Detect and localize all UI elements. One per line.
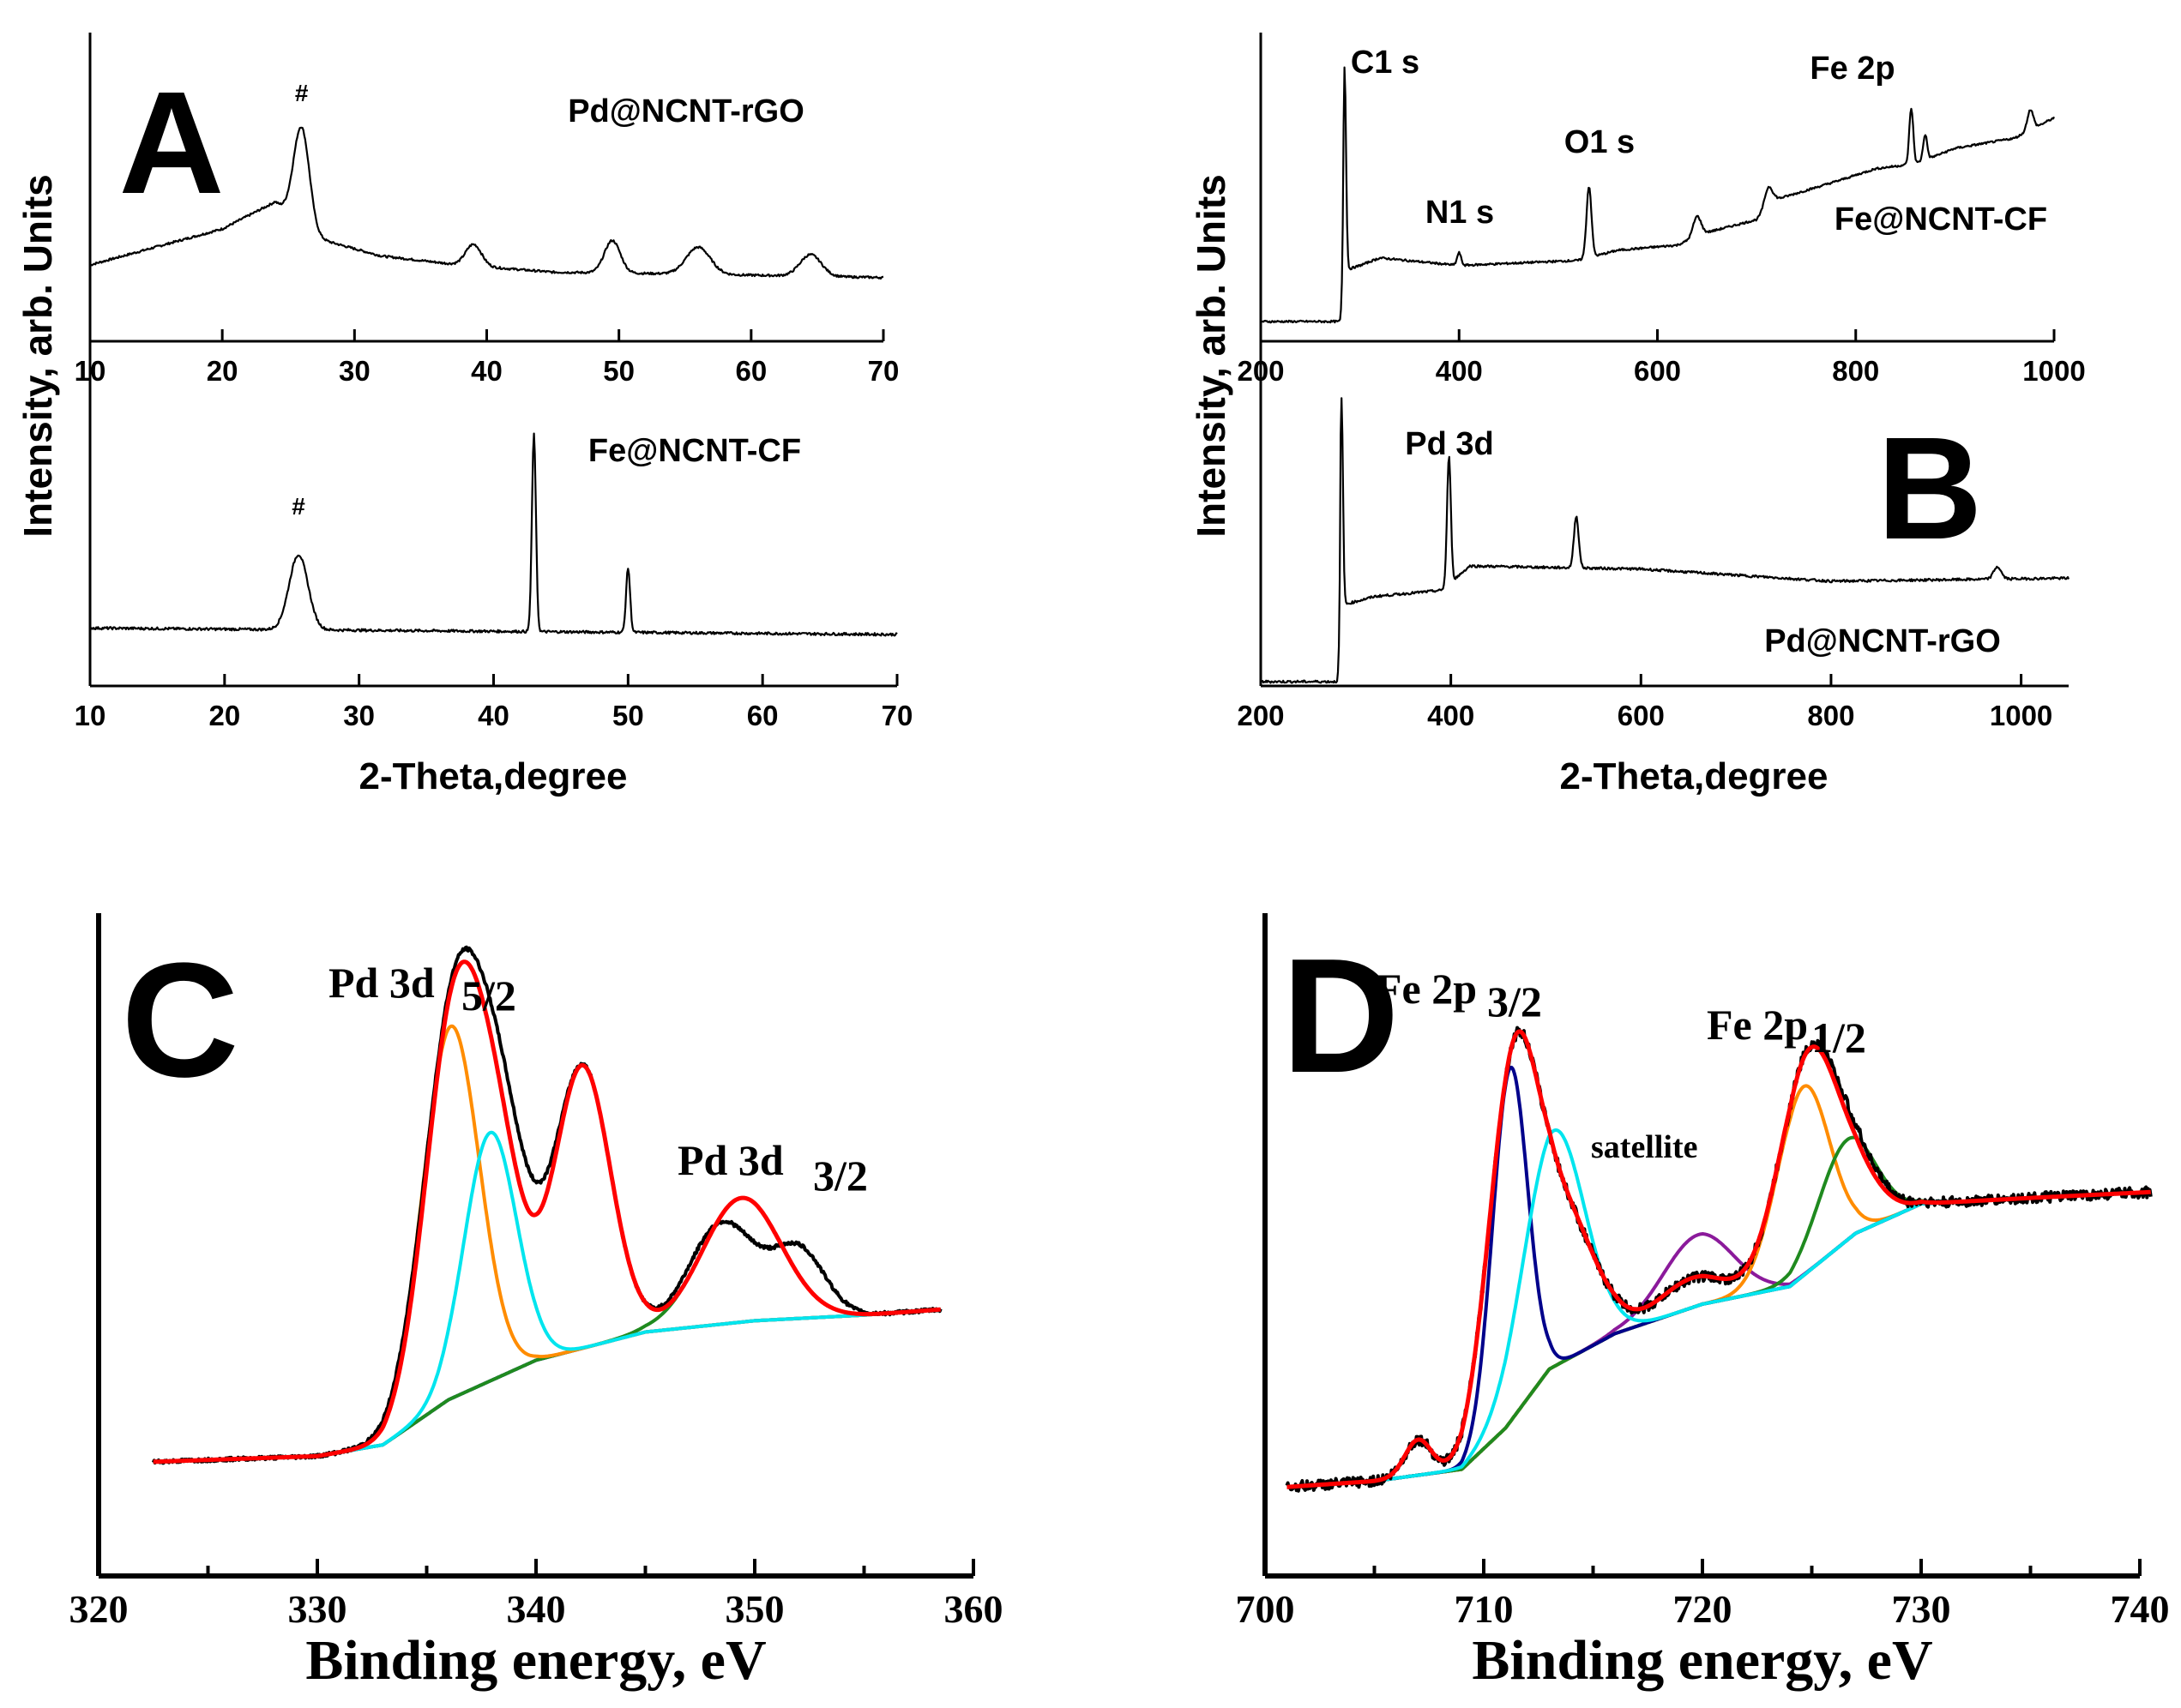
series-label: Fe@NCNT-CF — [1835, 201, 2047, 238]
x-tick-label: 600 — [1618, 700, 1665, 731]
series-line-fit-envelope — [1286, 1029, 2153, 1489]
panel-letter: D — [1281, 925, 1399, 1107]
peak-label-subscript: 3/2 — [813, 1152, 868, 1200]
panel-letter: C — [121, 929, 238, 1111]
peak-label-subscript: 3/2 — [1487, 977, 1542, 1025]
peak-label: C1 s — [1351, 45, 1419, 81]
x-tick-label: 330 — [288, 1587, 347, 1631]
peak-label: Pd 3d — [1405, 426, 1493, 462]
x-axis-label: 2-Theta,degree — [1560, 755, 1829, 797]
series-label: Pd@NCNT-rGO — [1764, 623, 2001, 659]
panel-letter: A — [119, 62, 225, 225]
x-tick-label: 40 — [471, 355, 503, 387]
x-tick-label: 30 — [339, 355, 371, 387]
x-tick-label: 200 — [1237, 700, 1284, 731]
x-tick-label: 200 — [1237, 355, 1284, 387]
x-tick-label: 360 — [944, 1587, 1003, 1631]
peak-marker: # — [292, 493, 305, 520]
y-axis-label: Intensity, arb. Units — [15, 174, 60, 537]
peak-label: O1 s — [1564, 124, 1635, 160]
x-tick-label: 10 — [75, 700, 106, 731]
panel-b: Intensity, arb. Units B 200 400 600 800 1000 Fe… — [1189, 33, 2086, 797]
x-tick-label: 60 — [735, 355, 767, 387]
x-tick-label: 800 — [1832, 355, 1879, 387]
x-tick-label: 340 — [507, 1587, 566, 1631]
series-line-fe-ncnt-cf — [1260, 66, 2055, 324]
x-tick-label: 1000 — [1990, 700, 2052, 731]
series-line-pd-ncnt-rgo — [1260, 397, 2070, 684]
x-tick-label: 1000 — [2022, 355, 2085, 387]
peak-label: N1 s — [1425, 195, 1494, 231]
x-tick-label: 20 — [208, 700, 240, 731]
series-line-fit-envelope — [152, 959, 943, 1464]
x-axis-label: Binding energy, eV — [305, 1629, 766, 1692]
peak-label: Pd 3d — [328, 959, 435, 1007]
x-tick-label: 800 — [1807, 700, 1854, 731]
x-axis-label: Binding energy, eV — [1472, 1629, 1932, 1692]
x-tick-label: 320 — [69, 1587, 129, 1631]
x-tick-label: 40 — [478, 700, 509, 731]
peak-label: Pd 3d — [678, 1136, 784, 1184]
series-label: Fe@NCNT-CF — [588, 433, 801, 469]
peak-label-subscript: 5/2 — [461, 971, 516, 1019]
x-tick-label: 50 — [612, 700, 644, 731]
series-label: Pd@NCNT-rGO — [568, 93, 804, 129]
x-tick-label: 710 — [1455, 1587, 1514, 1631]
panel-letter: B — [1877, 407, 1983, 570]
x-tick-label: 70 — [868, 355, 900, 387]
x-tick-label: 400 — [1436, 355, 1483, 387]
panel-a: Intensity, arb. Units A 10 20 30 40 50 60 70 Pd@N… — [15, 33, 913, 797]
y-axis-label: Intensity, arb. Units — [1189, 174, 1233, 537]
x-tick-label: 400 — [1427, 700, 1474, 731]
x-tick-label: 50 — [603, 355, 635, 387]
x-tick-label: 600 — [1634, 355, 1681, 387]
x-tick-label: 60 — [747, 700, 779, 731]
peak-label: Fe 2p — [1376, 965, 1477, 1013]
x-tick-label: 700 — [1236, 1587, 1295, 1631]
x-axis-label: 2-Theta,degree — [359, 755, 628, 797]
peak-label: Fe 2p — [1810, 51, 1895, 87]
x-tick-label: 30 — [343, 700, 375, 731]
x-tick-label: 350 — [726, 1587, 785, 1631]
x-tick-label: 720 — [1673, 1587, 1732, 1631]
peak-label: Fe 2p — [1707, 1001, 1808, 1049]
series-line-fe-ncnt-cf — [88, 432, 898, 637]
x-tick-label: 740 — [2111, 1587, 2170, 1631]
x-tick-label: 20 — [207, 355, 238, 387]
series-line-pd-ncnt-rgo — [89, 126, 884, 280]
panel-c: 320 330 340 350 360 Binding energy, eV C Pd 3d 5… — [69, 913, 1003, 1692]
peak-label-subscript: 1/2 — [1811, 1013, 1866, 1061]
x-tick-label: 730 — [1892, 1587, 1951, 1631]
peak-marker: # — [295, 80, 309, 106]
x-tick-label: 10 — [75, 355, 106, 387]
peak-label: satellite — [1591, 1129, 1698, 1165]
x-tick-label: 70 — [882, 700, 913, 731]
